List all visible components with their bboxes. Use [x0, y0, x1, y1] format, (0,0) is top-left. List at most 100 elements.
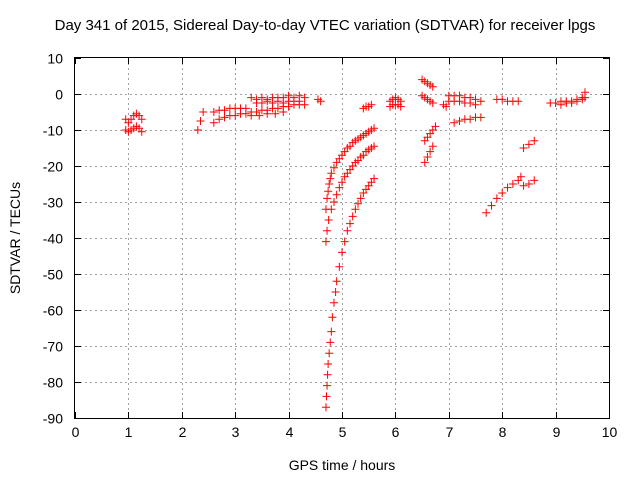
- data-point: [323, 194, 332, 203]
- data-point: [137, 127, 146, 136]
- chart-title: Day 341 of 2015, Sidereal Day-to-day VTE…: [55, 17, 596, 34]
- series-arc-m: [359, 100, 376, 113]
- x-tick-label: 9: [553, 424, 561, 440]
- data-point: [279, 108, 288, 116]
- y-tick-label: -20: [43, 159, 63, 175]
- data-point: [328, 313, 337, 322]
- data-point: [316, 97, 325, 106]
- data-point: [332, 277, 341, 286]
- data-point: [426, 147, 435, 156]
- data-point: [327, 327, 336, 336]
- data-point: [263, 109, 272, 118]
- data-point: [524, 180, 533, 188]
- data-point: [332, 190, 341, 199]
- x-tick-label: 3: [232, 424, 240, 440]
- series-arc-p: [418, 75, 437, 91]
- series-arc-b: [121, 122, 146, 136]
- data-point: [466, 99, 475, 107]
- series-arc-q: [418, 91, 437, 107]
- data-point: [370, 174, 379, 183]
- data-point: [351, 205, 360, 214]
- data-point: [519, 144, 528, 152]
- data-point: [580, 88, 589, 97]
- data-point: [193, 126, 202, 134]
- series-arc-i: [313, 95, 325, 106]
- series-arc-aa: [519, 176, 539, 190]
- data-point: [326, 174, 335, 183]
- data-point: [335, 183, 344, 192]
- data-point: [335, 262, 344, 271]
- data-point: [450, 118, 459, 127]
- data-point: [556, 100, 565, 109]
- data-point: [329, 163, 338, 172]
- data-point: [508, 180, 517, 188]
- data-point: [247, 93, 256, 102]
- data-point: [346, 219, 355, 228]
- data-point: [326, 338, 335, 347]
- y-tick-label: -10: [43, 123, 63, 139]
- data-point: [273, 104, 282, 113]
- data-point: [324, 187, 333, 196]
- x-tick-label: 1: [125, 424, 133, 440]
- data-point: [476, 113, 485, 122]
- data-point: [423, 153, 432, 161]
- y-tick-label: -80: [43, 375, 63, 391]
- data-point: [530, 136, 539, 145]
- data-point: [324, 360, 333, 368]
- data-point: [321, 237, 330, 246]
- data-point: [325, 180, 334, 188]
- data-point: [295, 97, 304, 106]
- y-axis-label: SDTVAR / TECUs: [7, 182, 23, 294]
- data-point: [329, 298, 338, 307]
- x-tick-label: 8: [499, 424, 507, 440]
- series-arc-z: [519, 136, 539, 152]
- data-point: [324, 216, 333, 224]
- data-point: [209, 118, 218, 127]
- series-arc-e: [209, 104, 250, 116]
- data-point: [279, 99, 288, 107]
- data-point: [331, 288, 340, 296]
- data-point: [255, 111, 264, 120]
- data-point: [215, 115, 224, 124]
- data-point: [396, 102, 405, 111]
- data-point: [514, 97, 523, 106]
- series-arc-v: [444, 97, 480, 109]
- series-arc-r: [420, 122, 440, 145]
- y-tick-label: 10: [47, 51, 63, 67]
- data-point: [572, 97, 581, 106]
- x-tick-label: 10: [602, 424, 618, 440]
- data-point: [498, 95, 507, 104]
- data-point: [455, 97, 464, 106]
- data-point: [241, 104, 250, 113]
- data-point: [321, 403, 330, 412]
- data-point: [428, 99, 437, 107]
- data-point: [471, 100, 480, 109]
- x-axis-label: GPS time / hours: [289, 457, 396, 473]
- y-tick-label: -70: [43, 339, 63, 355]
- data-point: [431, 122, 440, 131]
- data-point: [567, 99, 576, 107]
- data-point: [524, 140, 533, 149]
- data-point: [271, 109, 280, 118]
- data-point: [231, 111, 240, 120]
- chart-grid: [75, 58, 609, 418]
- data-point: [327, 205, 336, 214]
- data-point: [338, 178, 346, 187]
- data-point: [300, 100, 309, 109]
- series-arc-g: [252, 97, 304, 107]
- data-point: [340, 237, 349, 246]
- data-point: [519, 181, 528, 190]
- series-arc-c: [193, 108, 208, 134]
- chart-marks: [121, 75, 589, 412]
- data-point: [343, 226, 352, 235]
- series-arc-j: [321, 124, 379, 214]
- series-arc-w: [450, 113, 485, 127]
- data-point: [428, 82, 437, 91]
- data-point: [551, 99, 560, 107]
- data-point: [327, 169, 336, 178]
- data-point: [487, 201, 496, 210]
- axis-ticks: 0 1 2 3 4 5 6 7 8 9 10 10 0 -10 -20 -30 -40 -50 -60 -70 -80 -…: [43, 51, 618, 441]
- data-point: [455, 117, 464, 125]
- data-point: [420, 158, 429, 167]
